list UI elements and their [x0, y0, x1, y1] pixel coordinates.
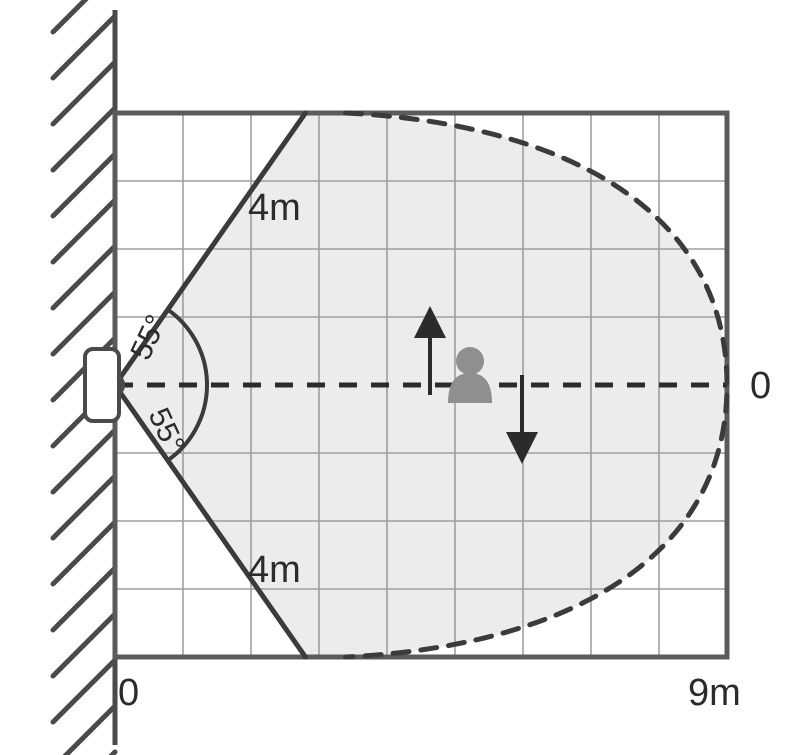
- detection-range-diagram: 4m 4m 55° 55° 0 0 9m: [0, 0, 800, 755]
- axis-zero-right: 0: [750, 365, 771, 407]
- axis-zero-bottom: 0: [118, 672, 139, 714]
- axis-max-label: 9m: [688, 672, 741, 714]
- range-label-lower: 4m: [248, 549, 301, 591]
- range-label-upper: 4m: [248, 187, 301, 229]
- sensor-icon: [85, 349, 123, 421]
